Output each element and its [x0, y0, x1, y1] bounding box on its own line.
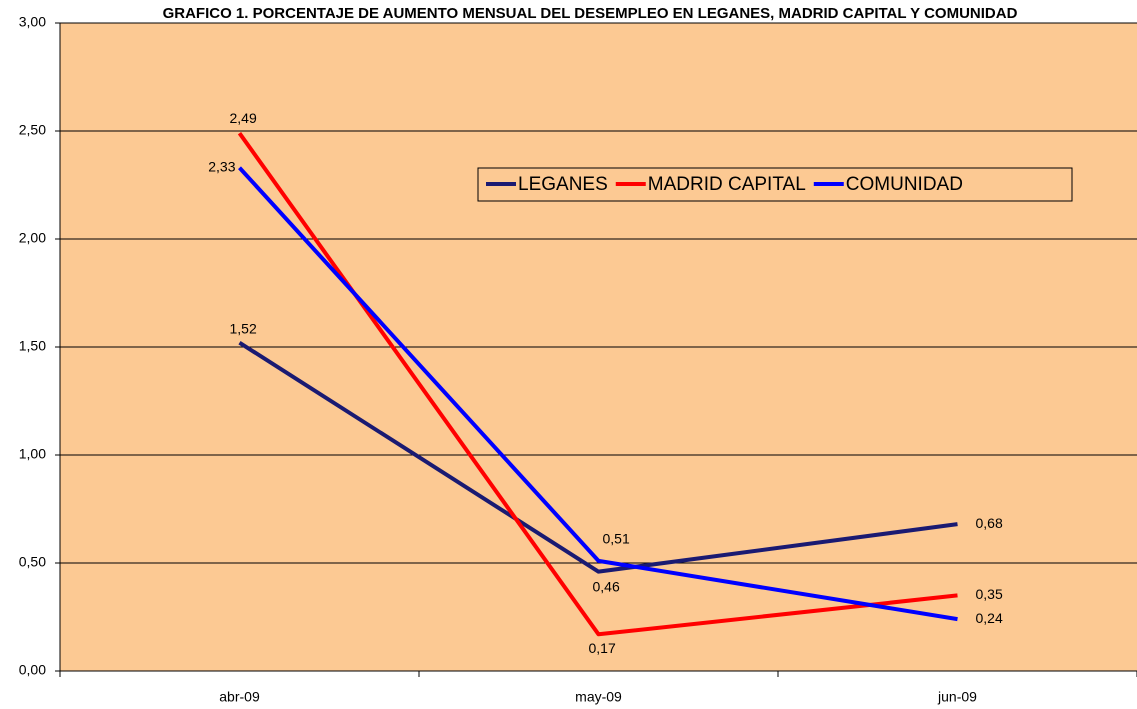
- data-label: 0,68: [976, 515, 1003, 531]
- y-tick-label: 0,50: [19, 554, 46, 570]
- data-label: 0,51: [603, 531, 630, 547]
- y-tick-label: 3,00: [19, 14, 46, 30]
- legend-label: MADRID CAPITAL: [648, 174, 806, 195]
- y-tick-label: 2,50: [19, 122, 46, 138]
- x-tick-label: may-09: [575, 689, 622, 705]
- data-label: 0,17: [589, 640, 616, 656]
- data-label: 2,49: [230, 110, 257, 126]
- y-tick-label: 2,00: [19, 230, 46, 246]
- data-label: 0,46: [593, 578, 620, 594]
- legend-label: LEGANES: [518, 174, 608, 195]
- data-label: 0,35: [976, 586, 1003, 602]
- legend: LEGANES MADRID CAPITAL COMUNIDAD: [477, 167, 1073, 202]
- x-tick-label: jun-09: [937, 689, 977, 705]
- series-line: [238, 166, 958, 622]
- y-tick-label: 1,00: [19, 446, 46, 462]
- y-tick-label: 0,00: [19, 662, 46, 678]
- data-label: 2,33: [208, 158, 235, 174]
- x-tick-label: abr-09: [219, 689, 260, 705]
- series-line: [238, 340, 958, 574]
- data-label: 1,52: [230, 320, 257, 336]
- data-label: 0,24: [976, 610, 1003, 626]
- legend-box: [477, 167, 1073, 202]
- legend-label: COMUNIDAD: [846, 174, 963, 195]
- chart-title: GRAFICO 1. PORCENTAJE DE AUMENTO MENSUAL…: [162, 5, 1018, 22]
- y-tick-label: 1,50: [19, 338, 46, 354]
